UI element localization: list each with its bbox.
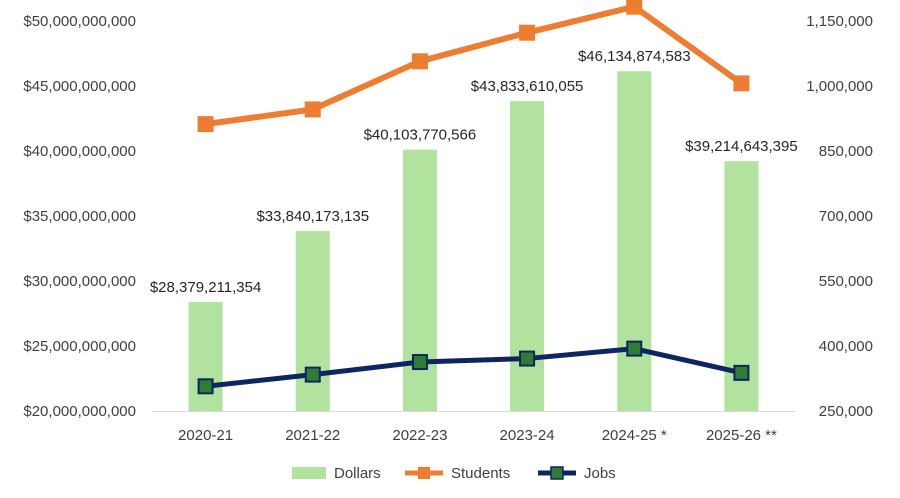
right-axis-tick-label: 700,000 [819, 208, 873, 225]
left-axis-tick-label: $45,000,000,000 [23, 78, 136, 95]
x-axis-tick-label: 2023-24 [500, 427, 555, 444]
legend-jobs-label: Jobs [584, 465, 616, 482]
left-axis-tick-label: $30,000,000,000 [23, 273, 136, 290]
x-axis-tick-labels: 2020-21 2021-22 2022-23 2023-24 2024-25 * 202… [178, 427, 777, 444]
jobs-marker [304, 366, 321, 383]
students-marker [411, 53, 428, 70]
legend-dollars-swatch [292, 467, 326, 479]
right-axis-tick-label: 550,000 [819, 273, 873, 290]
dollars-bar [188, 302, 223, 411]
jobs-marker [626, 340, 643, 357]
left-axis-tick-label: $20,000,000,000 [23, 403, 136, 420]
legend-dollars-label: Dollars [334, 465, 381, 482]
jobs-marker [733, 364, 750, 381]
jobs-marker [197, 378, 214, 395]
jobs-line [203, 346, 744, 389]
jobs-series [197, 340, 750, 395]
students-marker [304, 101, 321, 118]
left-axis-tick-label: $40,000,000,000 [23, 143, 136, 160]
legend-jobs-marker [550, 466, 564, 480]
legend: Dollars Students Jobs [292, 465, 616, 482]
x-axis-tick-label: 2020-21 [178, 427, 233, 444]
jobs-marker [411, 354, 428, 371]
students-marker [733, 75, 750, 92]
left-axis-tick-label: $25,000,000,000 [23, 338, 136, 355]
students-series [197, 0, 750, 133]
students-marker [626, 0, 643, 15]
x-axis-tick-label: 2021-22 [285, 427, 340, 444]
legend-students-label: Students [451, 465, 510, 482]
left-axis: $20,000,000,000 $25,000,000,000 $30,000,00… [23, 13, 136, 420]
right-axis: 250,000 400,000 550,000 700,000 850,000 1,000… [806, 13, 873, 420]
dollars-data-label: $28,379,211,354 [150, 279, 262, 296]
students-marker [519, 24, 536, 41]
x-axis-tick-label: 2025-26 ** [706, 427, 777, 444]
legend-students-marker [418, 467, 430, 479]
students-line [202, 3, 745, 128]
dollars-data-label: $40,103,770,566 [364, 127, 477, 144]
left-axis-tick-label: $50,000,000,000 [23, 13, 136, 30]
dollars-data-label: $43,833,610,055 [471, 78, 584, 95]
right-axis-tick-label: 250,000 [819, 403, 873, 420]
dollars-data-labels: $28,379,211,354 $33,840,173,135 $40,103,77… [150, 48, 798, 296]
dollars-data-label: $33,840,173,135 [256, 208, 369, 225]
dollars-bar [617, 71, 652, 411]
right-axis-tick-label: 1,000,000 [806, 78, 873, 95]
dollars-data-label: $46,134,874,583 [578, 48, 691, 65]
dollars-bar [295, 231, 330, 411]
dollars-data-label: $39,214,643,395 [685, 138, 798, 155]
students-marker [197, 116, 214, 133]
right-axis-tick-label: 850,000 [819, 143, 873, 160]
jobs-marker [519, 350, 536, 367]
right-axis-tick-label: 1,150,000 [806, 13, 873, 30]
left-axis-tick-label: $35,000,000,000 [23, 208, 136, 225]
right-axis-tick-label: 400,000 [819, 338, 873, 355]
dollars-bar [402, 149, 437, 411]
x-axis-tick-label: 2022-23 [392, 427, 447, 444]
x-axis-tick-label: 2024-25 * [602, 427, 667, 444]
